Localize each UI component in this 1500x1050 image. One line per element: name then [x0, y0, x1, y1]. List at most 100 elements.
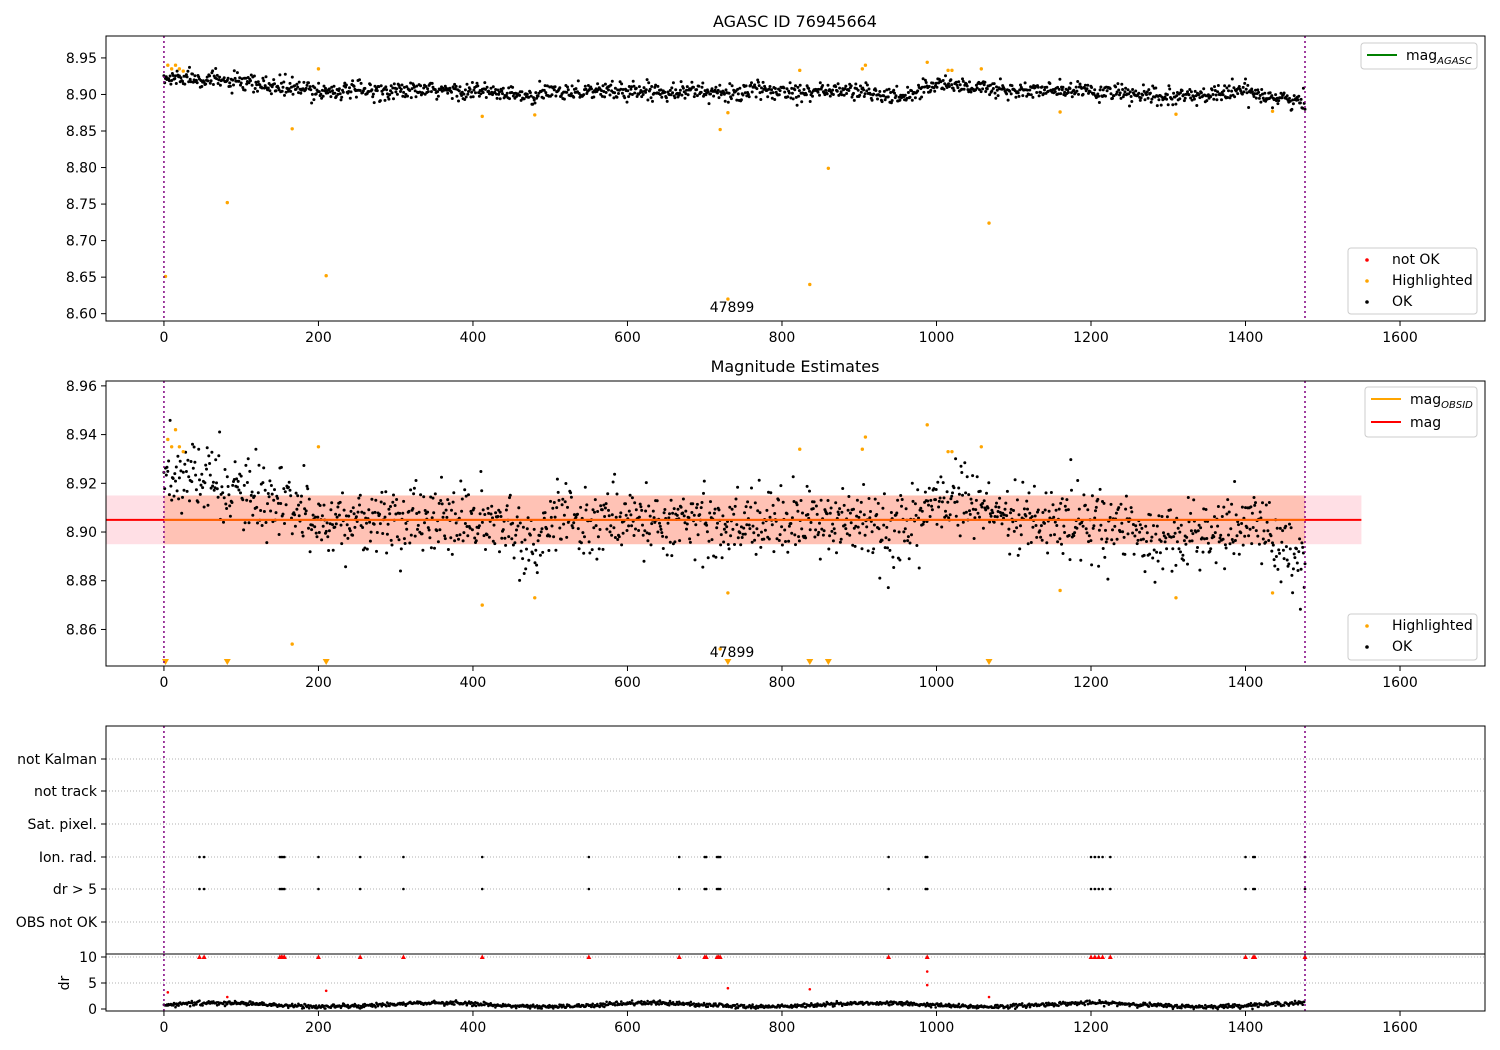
ok-point [963, 461, 967, 465]
ok-point [797, 535, 801, 539]
ok-point [337, 513, 341, 517]
ok-point [760, 530, 763, 534]
ok-point [528, 533, 532, 537]
ok-point [565, 90, 569, 94]
ok-point [1199, 526, 1203, 530]
ok-point [659, 88, 663, 92]
ok-point [671, 91, 675, 95]
ok-point [1066, 91, 1070, 94]
highlighted-point [1058, 588, 1062, 593]
ok-point [644, 88, 648, 92]
ok-point [724, 88, 728, 92]
ok-point [629, 513, 633, 517]
ok-point [448, 86, 452, 90]
ok-point [1262, 529, 1266, 533]
ok-point [1119, 502, 1123, 506]
ok-point [224, 502, 228, 506]
ok-point [1169, 535, 1173, 539]
ok-point [1213, 89, 1217, 92]
ok-point [960, 87, 964, 91]
ok-point [971, 507, 975, 511]
dr-point [993, 1006, 996, 1009]
ok-point [327, 529, 331, 533]
ok-point [465, 82, 469, 86]
ok-point [284, 503, 288, 507]
ok-point [381, 92, 385, 96]
ok-point [993, 515, 997, 518]
ok-point [670, 554, 674, 558]
ok-point [678, 88, 682, 92]
ok-point [1157, 514, 1161, 518]
ok-point [625, 529, 629, 532]
ok-point [437, 501, 441, 505]
ok-point [307, 526, 310, 530]
ok-point [628, 493, 632, 497]
ok-point [1281, 548, 1285, 552]
ok-point [939, 475, 943, 479]
dr-clipped-marker [717, 954, 723, 959]
y-tick-label: 8.92 [66, 476, 97, 492]
ok-point [1284, 545, 1288, 549]
ok-point [333, 91, 337, 95]
ok-point [601, 547, 605, 551]
x-tick-label: 1600 [1382, 330, 1418, 346]
ok-point [1067, 534, 1071, 537]
ok-point [467, 493, 470, 497]
ok-point [1043, 88, 1046, 92]
ok-point [717, 96, 721, 100]
dr-point [249, 1000, 252, 1003]
ok-point [312, 98, 316, 102]
dr-point [307, 1006, 311, 1010]
ok-point [714, 85, 718, 89]
ok-point [439, 499, 443, 502]
ok-point [401, 511, 405, 515]
ok-point [806, 513, 810, 516]
dr-point [689, 1000, 693, 1004]
ok-point [189, 80, 193, 84]
ok-point [815, 512, 819, 516]
ok-point [905, 96, 909, 100]
ok-point [497, 92, 501, 96]
flag-mark [317, 855, 320, 859]
dr-point [1180, 1006, 1183, 1010]
y-tick-label: 8.80 [66, 161, 97, 177]
ok-point [952, 89, 956, 92]
ok-point [371, 95, 375, 99]
ok-point [1114, 85, 1118, 89]
ok-point [767, 537, 771, 541]
ok-point [937, 499, 941, 503]
ok-point [1017, 513, 1021, 517]
ok-point [562, 513, 566, 517]
ok-point [1171, 103, 1175, 107]
ok-point [1060, 542, 1063, 546]
ok-point [1162, 531, 1165, 535]
panel2-obs-label: 47899 [710, 645, 755, 661]
dr-point [177, 1004, 180, 1007]
ok-point [853, 544, 857, 548]
dr-point [640, 999, 643, 1003]
ok-point [932, 487, 936, 491]
ok-point [892, 88, 896, 92]
flag-mark [283, 887, 286, 891]
ok-point [927, 503, 930, 507]
ok-point [1063, 504, 1067, 508]
flag-mark [587, 887, 591, 891]
x-tick-label: 800 [769, 675, 796, 691]
ok-point [903, 527, 907, 531]
ok-point [228, 84, 232, 88]
ok-point [250, 490, 254, 494]
ok-point [426, 90, 430, 94]
ok-point [903, 539, 906, 543]
ok-point [217, 454, 221, 458]
ok-point [494, 88, 498, 91]
ok-point [600, 508, 604, 512]
ok-point [1176, 526, 1180, 530]
ok-point [1274, 99, 1278, 103]
ok-point [1087, 540, 1090, 544]
ok-point [783, 90, 787, 94]
ok-point [235, 71, 239, 75]
ok-point [1117, 88, 1121, 92]
ok-point [843, 87, 847, 91]
ok-point [264, 521, 268, 524]
ok-point [697, 84, 701, 88]
